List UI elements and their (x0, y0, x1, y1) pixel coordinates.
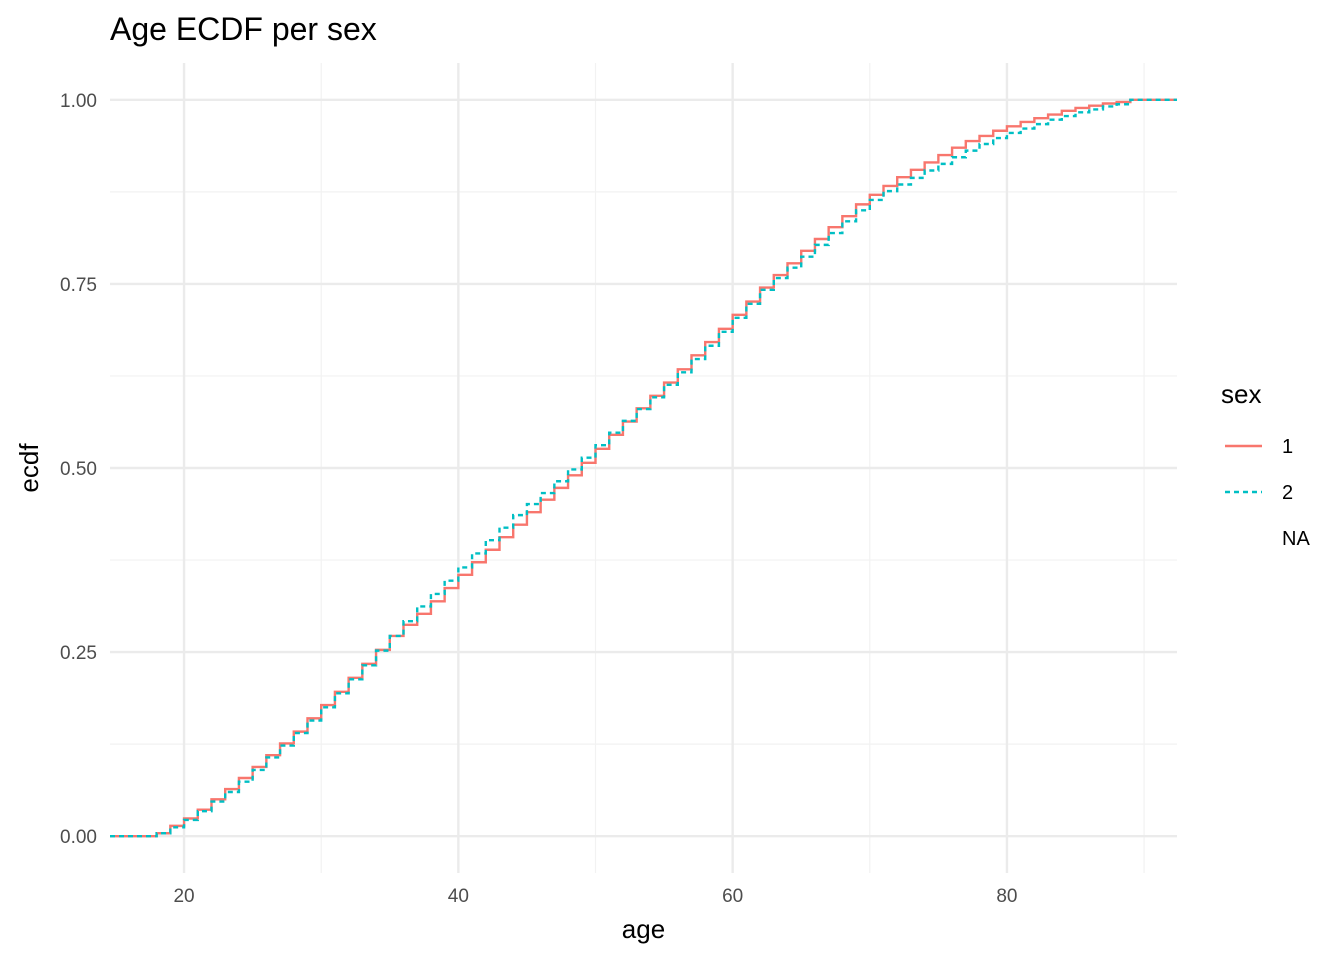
y-tick-label: 0.00 (60, 827, 97, 848)
y-tick-label: 0.25 (60, 643, 97, 664)
x-tick-label: 60 (722, 886, 743, 907)
legend: sex 1 2 NA (1221, 379, 1310, 550)
legend-label-2: 2 (1282, 482, 1293, 504)
y-axis-title: ecdf (14, 443, 44, 493)
legend-entries: 1 2 NA (1225, 436, 1310, 550)
series-layer (110, 98, 1177, 838)
x-tick-label: 40 (448, 886, 469, 907)
legend-label-NA: NA (1282, 528, 1310, 550)
x-axis-ticks: 20 40 60 80 (173, 886, 1017, 907)
y-tick-label: 1.00 (60, 91, 97, 112)
y-tick-label: 0.75 (60, 275, 97, 296)
legend-label-1: 1 (1282, 436, 1293, 458)
x-tick-label: 20 (173, 886, 194, 907)
legend-title: sex (1221, 379, 1261, 409)
grid (110, 63, 1177, 873)
chart-title: Age ECDF per sex (110, 11, 377, 47)
x-tick-label: 80 (996, 886, 1017, 907)
x-axis-title: age (622, 914, 665, 944)
series-line-2 (110, 98, 1177, 838)
y-tick-label: 0.50 (60, 459, 97, 480)
y-axis-ticks: 0.00 0.25 0.50 0.75 1.00 (60, 91, 97, 848)
